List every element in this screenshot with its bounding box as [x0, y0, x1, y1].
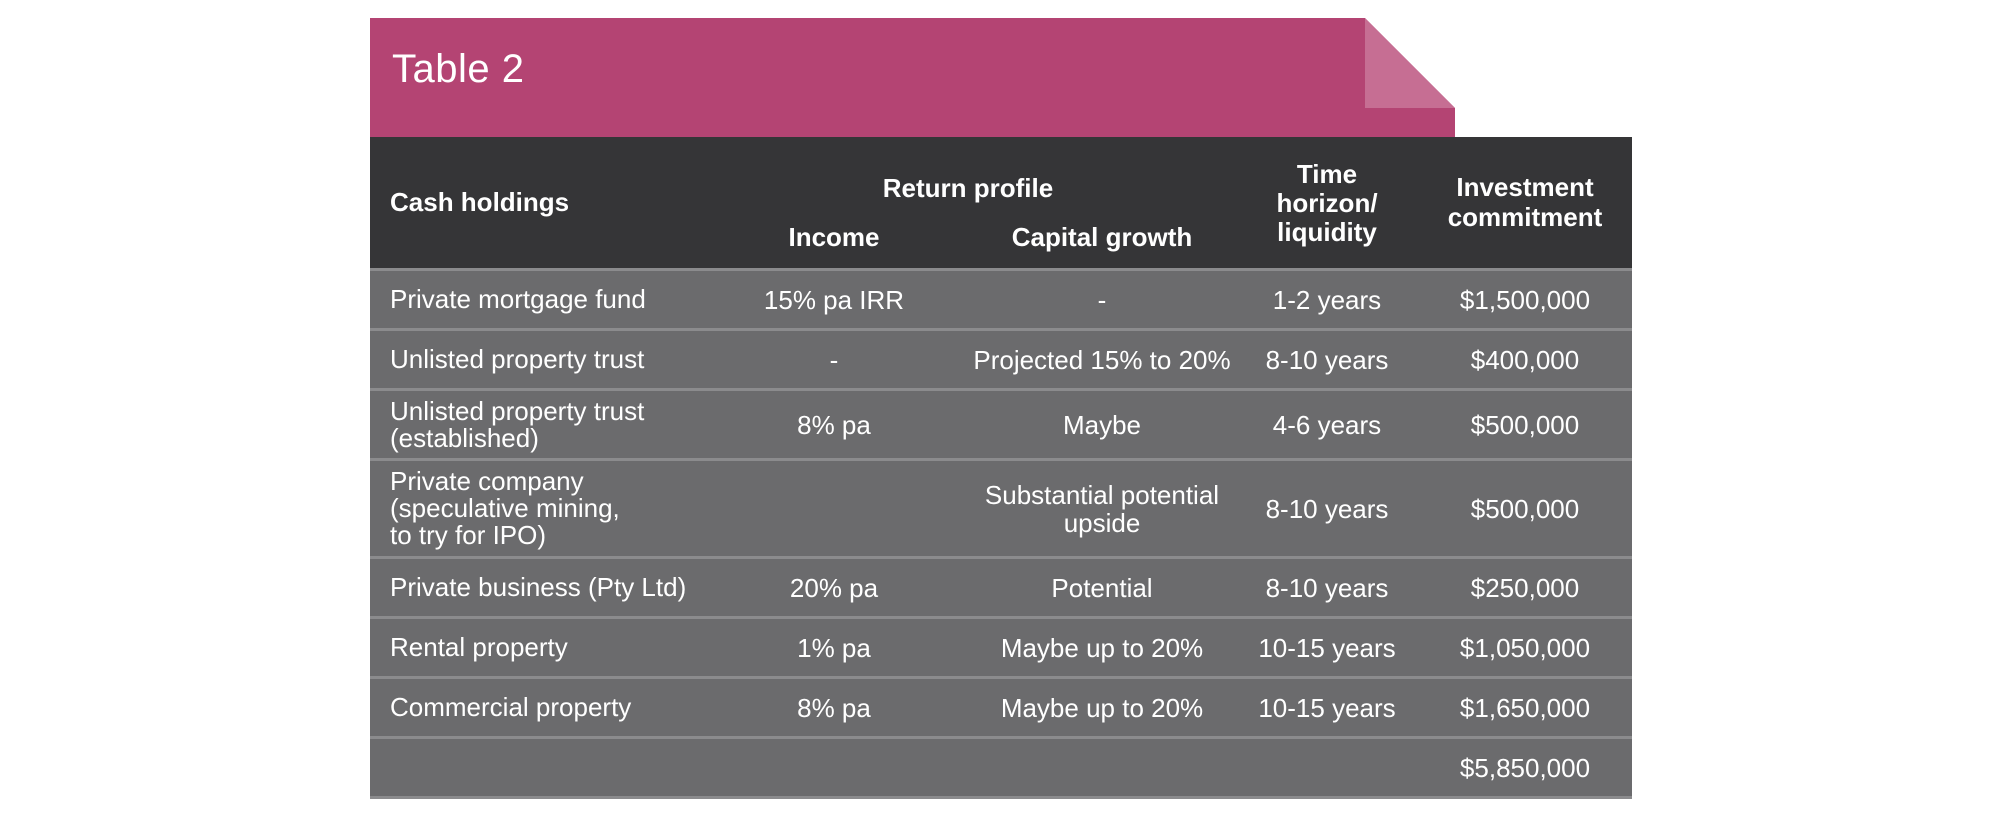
- cell-growth: Maybe: [968, 388, 1236, 460]
- cell-commitment: $500,000: [1418, 388, 1632, 460]
- total-commitment: $5,850,000: [1418, 736, 1632, 799]
- header-investment-commitment: Investment commitment: [1418, 137, 1632, 270]
- table-title: Table 2: [392, 47, 525, 91]
- cell-commitment: $1,050,000: [1418, 616, 1632, 678]
- cell-time: 10-15 years: [1236, 616, 1418, 678]
- cell-growth: -: [968, 268, 1236, 330]
- table-card: Table 2 Cash holdings Return profile Tim…: [370, 18, 1632, 799]
- cell-income: -: [700, 328, 968, 390]
- title-tab: Table 2: [370, 18, 1455, 137]
- cell-income: 15% pa IRR: [700, 268, 968, 330]
- cell-name: Private company (speculative mining, to tr…: [370, 458, 700, 558]
- table-row: Private business (Pty Ltd) 20% pa Potent…: [370, 556, 1632, 618]
- table-row: Unlisted property trust (established) 8% …: [370, 388, 1632, 460]
- cell-income: 20% pa: [700, 556, 968, 618]
- table-row: Unlisted property trust - Projected 15% …: [370, 328, 1632, 390]
- cell-time: 8-10 years: [1236, 556, 1418, 618]
- cell-name: Private mortgage fund: [370, 268, 700, 330]
- cell-growth: Maybe up to 20%: [968, 676, 1236, 738]
- cell-name: Rental property: [370, 616, 700, 678]
- cell-commitment: $1,650,000: [1418, 676, 1632, 738]
- table-row: Private company (speculative mining, to tr…: [370, 458, 1632, 558]
- cell-commitment: $1,500,000: [1418, 268, 1632, 330]
- cell-growth: Potential: [968, 556, 1236, 618]
- cell-growth: Substantial potential upside: [968, 458, 1236, 558]
- cell-time: 4-6 years: [1236, 388, 1418, 460]
- cell-time: 1-2 years: [1236, 268, 1418, 330]
- cell-commitment: $500,000: [1418, 458, 1632, 558]
- total-row: $5,850,000: [370, 736, 1632, 799]
- header-row-top: Cash holdings Return profile Time horizo…: [370, 137, 1632, 270]
- header-cash-holdings: Cash holdings: [370, 137, 700, 270]
- header-time-horizon: Time horizon/ liquidity: [1236, 137, 1418, 270]
- header-capital-growth: Capital growth: [968, 206, 1236, 270]
- cell-commitment: $250,000: [1418, 556, 1632, 618]
- cell-growth: Maybe up to 20%: [968, 616, 1236, 678]
- header-return-profile: Return profile: [700, 137, 1236, 206]
- cell-income: 8% pa: [700, 388, 968, 460]
- header-row-bottom: Income Capital growth: [370, 206, 1632, 270]
- header-income: Income: [700, 206, 968, 270]
- cell-time: 8-10 years: [1236, 458, 1418, 558]
- cell-time: 8-10 years: [1236, 328, 1418, 390]
- cell-income: 8% pa: [700, 676, 968, 738]
- cell-time: 10-15 years: [1236, 676, 1418, 738]
- cell-growth: Projected 15% to 20%: [968, 328, 1236, 390]
- cell-income: [700, 458, 968, 558]
- cell-name: Private business (Pty Ltd): [370, 556, 700, 618]
- cell-name: Unlisted property trust (established): [370, 388, 700, 460]
- folded-corner: [1365, 18, 1455, 108]
- table-row: Private mortgage fund 15% pa IRR - 1-2 y…: [370, 268, 1632, 330]
- cell-name: Commercial property: [370, 676, 700, 738]
- cell-name: Unlisted property trust: [370, 328, 700, 390]
- cell-income: 1% pa: [700, 616, 968, 678]
- table-row: Rental property 1% pa Maybe up to 20% 10…: [370, 616, 1632, 678]
- table-row: Commercial property 8% pa Maybe up to 20…: [370, 676, 1632, 738]
- investment-table: Cash holdings Return profile Time horizo…: [370, 137, 1632, 799]
- cell-commitment: $400,000: [1418, 328, 1632, 390]
